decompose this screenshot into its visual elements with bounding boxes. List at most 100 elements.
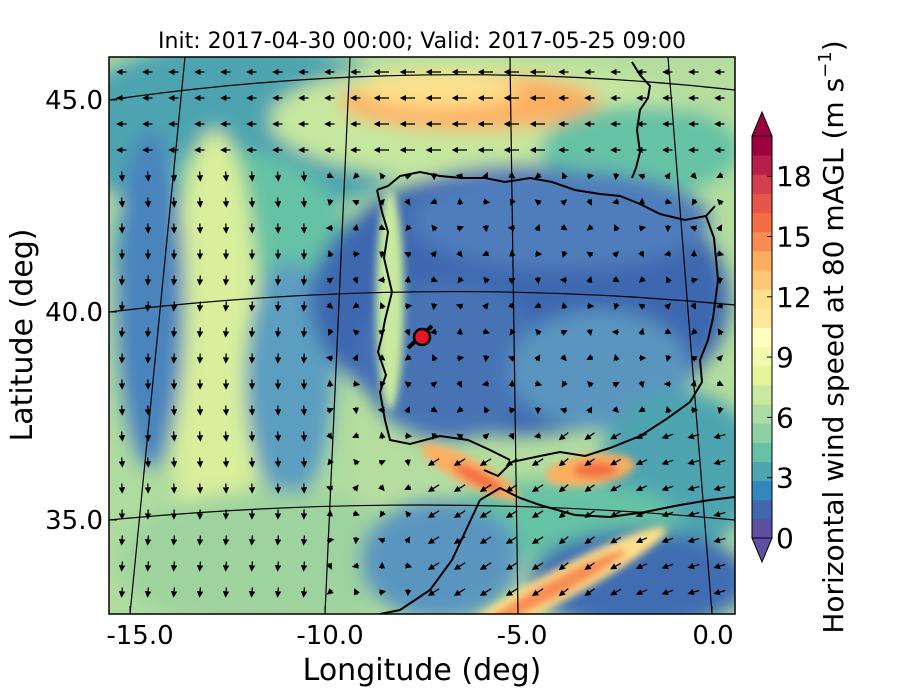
wind-vector-arrow xyxy=(479,510,492,518)
wind-vector-arrow xyxy=(584,458,595,466)
wind-vector-arrow xyxy=(690,302,697,310)
wind-vector-arrow xyxy=(612,381,620,388)
wind-vector-arrow xyxy=(482,198,491,205)
y-tick-label: 35.0 xyxy=(45,506,103,536)
wind-vector-arrow xyxy=(379,301,386,310)
wind-vector-arrow xyxy=(170,535,178,546)
wind-vector-arrow xyxy=(687,588,700,596)
wind-vector-arrow xyxy=(505,458,518,466)
wind-vector-arrow xyxy=(505,536,518,544)
wind-vector-arrow xyxy=(638,406,646,413)
wind-vector-arrow xyxy=(274,535,282,546)
wind-vector-arrow xyxy=(144,197,152,208)
wind-vector-arrow xyxy=(248,587,256,598)
wind-vector-arrow xyxy=(377,276,386,284)
wind-vector-arrow xyxy=(274,171,282,182)
wind-vector-arrow xyxy=(484,406,490,414)
wind-vector-arrow xyxy=(274,197,282,208)
wind-vector-arrow xyxy=(248,405,256,416)
wind-vector-arrow xyxy=(455,303,464,310)
wind-vector-arrow xyxy=(482,433,490,440)
wind-vector-arrow xyxy=(558,484,569,493)
wind-vector-arrow xyxy=(325,485,334,492)
wind-vector-arrow xyxy=(222,587,230,598)
colorbar-segment xyxy=(752,193,772,214)
wind-vector-arrow xyxy=(404,303,413,310)
wind-vector-arrow xyxy=(586,198,592,206)
wind-vector-arrow xyxy=(586,224,594,231)
wind-vector-arrow xyxy=(352,223,359,232)
wind-vector-arrow xyxy=(558,536,569,545)
wind-vector-arrow xyxy=(144,535,152,546)
colorbar-segment xyxy=(752,250,772,271)
wind-vector-arrow xyxy=(248,171,256,182)
wind-vector-arrow xyxy=(610,536,622,544)
wind-vector-arrow xyxy=(635,433,648,440)
colorbar-segment xyxy=(752,136,772,156)
wind-vector-arrow xyxy=(352,302,360,309)
wind-vector-arrow xyxy=(638,250,644,258)
wind-vector-arrow xyxy=(637,173,646,180)
wind-vector-arrow xyxy=(587,380,594,388)
wind-vector-arrow xyxy=(248,457,256,468)
wind-vector-arrow xyxy=(508,407,517,414)
wind-vector-arrow xyxy=(612,406,620,414)
wind-vector-arrow xyxy=(300,197,308,208)
wind-vector-arrow xyxy=(248,275,256,286)
wind-vector-arrow xyxy=(118,535,126,546)
wind-vector-arrow xyxy=(531,510,544,518)
wind-vector-arrow xyxy=(377,537,386,544)
wind-vector-arrow xyxy=(456,225,465,232)
wind-vector-arrow xyxy=(378,484,385,492)
wind-vector-arrow xyxy=(638,380,645,389)
colorbar: 0 3 6 9 12 15 18 Horizontal wind speed at 80 m… xyxy=(751,40,850,634)
wind-vector-arrow xyxy=(427,588,440,596)
wind-vector-arrow xyxy=(586,275,593,284)
wind-vector-arrow xyxy=(716,172,724,179)
wind-vector-arrow xyxy=(352,484,359,492)
colorbar-tick-label: 3 xyxy=(776,462,794,495)
wind-vector-arrow xyxy=(687,458,700,466)
wind-vector-arrow xyxy=(118,431,126,442)
wind-vector-arrow xyxy=(612,172,620,181)
colorbar-tick-label: 18 xyxy=(776,160,812,193)
wind-vector-arrow xyxy=(560,330,568,336)
wind-vector-arrow xyxy=(534,250,543,258)
colorbar-segment xyxy=(752,346,772,367)
wind-vector-arrow xyxy=(354,588,360,596)
wind-vector-arrow xyxy=(196,587,204,598)
wind-vector-arrow xyxy=(453,458,466,466)
wind-vector-arrow xyxy=(534,380,543,387)
x-tick-label: -10.0 xyxy=(296,621,363,651)
wind-vector-arrow xyxy=(352,406,359,415)
wind-vector-arrow xyxy=(610,458,622,466)
wind-vector-arrow xyxy=(613,302,620,311)
wind-vector-arrow xyxy=(379,431,386,440)
colorbar-segment xyxy=(752,231,772,252)
wind-vector-arrow xyxy=(144,327,152,338)
wind-vector-arrow xyxy=(144,431,152,442)
wind-vector-arrow xyxy=(222,561,230,572)
wind-vector-arrow xyxy=(196,171,204,182)
wind-vector-arrow xyxy=(635,459,648,466)
wind-vector-arrow xyxy=(453,484,466,492)
wind-vector-arrow xyxy=(508,432,514,440)
wind-vector-arrow xyxy=(430,172,438,181)
wind-vector-arrow xyxy=(687,432,700,440)
wind-vector-arrow xyxy=(300,431,308,442)
wind-vector-arrow xyxy=(327,458,334,466)
wind-vector-arrow xyxy=(274,431,282,442)
chart-title: Init: 2017-04-30 00:00; Valid: 2017-05-2… xyxy=(158,29,686,54)
wind-vector-arrow xyxy=(222,301,230,312)
wind-vector-arrow xyxy=(196,535,204,546)
wind-vector-arrow xyxy=(534,354,541,362)
wind-vector-arrow xyxy=(353,172,360,180)
wind-vector-arrow xyxy=(404,536,411,544)
wind-vector-arrow xyxy=(118,275,126,286)
wind-vector-arrow xyxy=(534,223,541,232)
wind-vector-arrow xyxy=(170,561,178,572)
colorbar-tick-label: 15 xyxy=(776,221,812,254)
wind-vector-arrow xyxy=(300,535,308,546)
wind-vector-arrow xyxy=(638,303,646,310)
